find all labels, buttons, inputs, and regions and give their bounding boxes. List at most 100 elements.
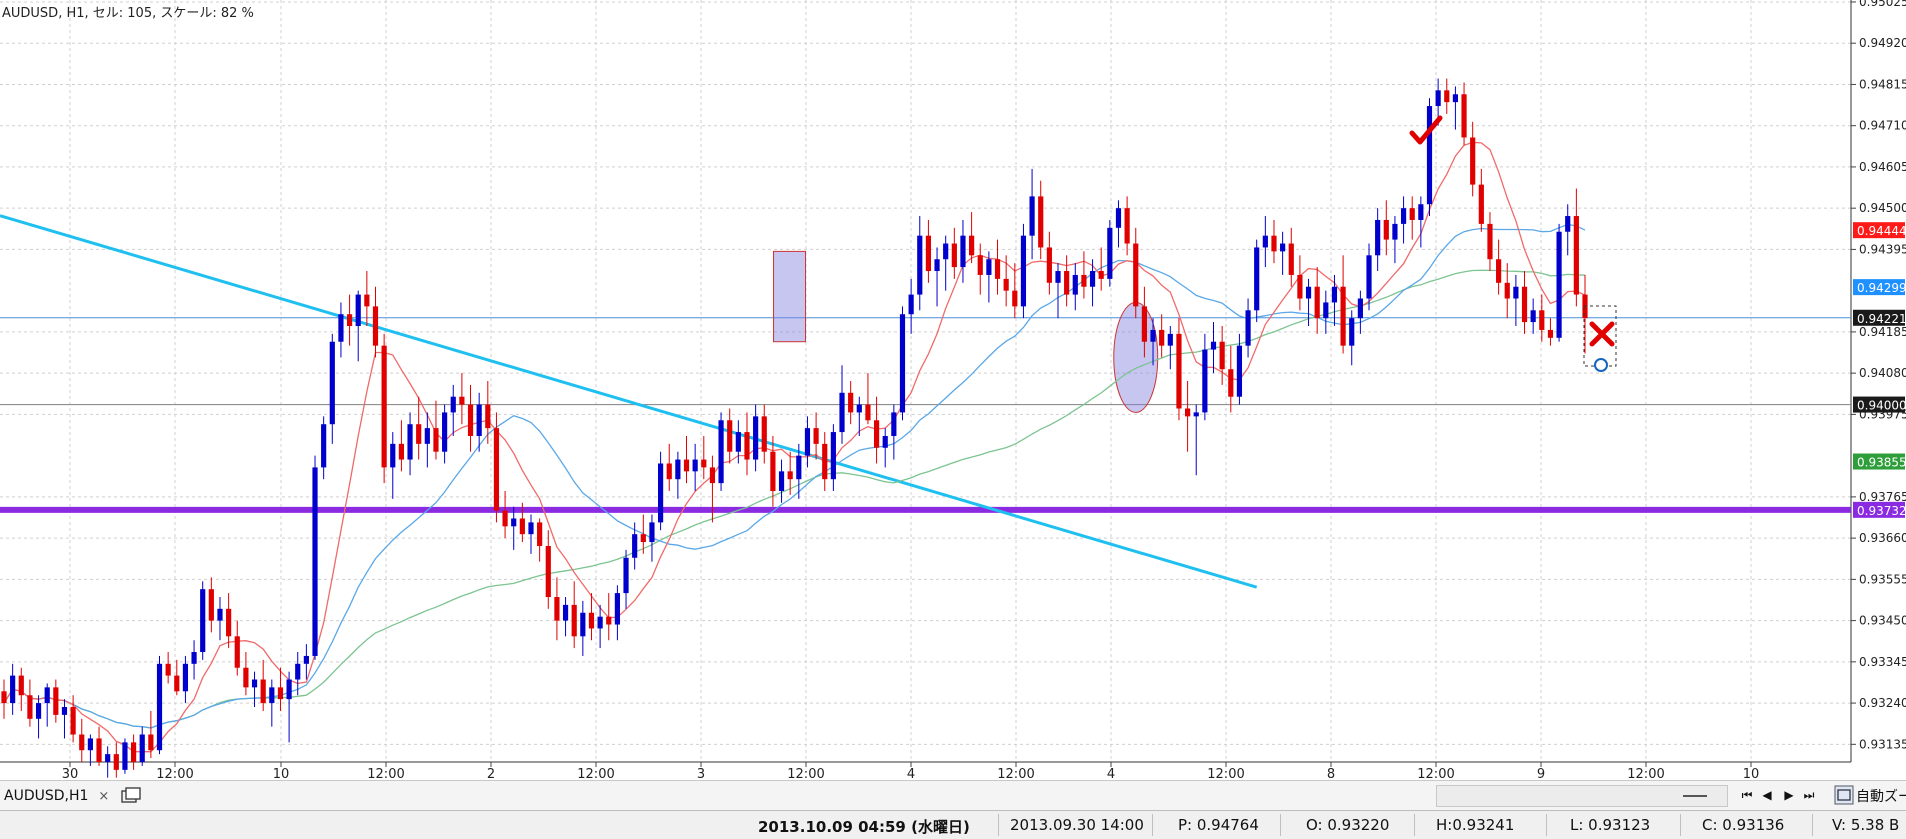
chart-area[interactable]: 0.95025 0.94920 0.94815 0.94710 0.94605 0.945… [0, 0, 1906, 780]
status-divider [1812, 814, 1813, 836]
candle-bear [174, 675, 180, 692]
candle-bull [1167, 333, 1173, 346]
candle-bull [753, 416, 759, 460]
candle-bear [1573, 216, 1579, 295]
price-tag [1853, 309, 1905, 326]
candle-bear [813, 428, 819, 444]
candle-bear [994, 259, 1001, 279]
candle-bull [1418, 204, 1424, 220]
next-page-icon[interactable]: ▶ [1784, 788, 1794, 802]
candle-bear [364, 294, 370, 307]
candle-bull [1435, 90, 1441, 107]
candle-bull [476, 404, 482, 436]
last-page-icon[interactable]: ⏭ [1803, 787, 1815, 802]
x-tick-label: 4 [907, 767, 915, 780]
cross-mark-icon [1589, 321, 1615, 347]
chart-tab[interactable]: AUDUSD,H1 × [0, 784, 113, 808]
trend-line [0, 214, 1258, 589]
candle-bear [1496, 259, 1502, 283]
candle-bear [1124, 208, 1130, 244]
candle-bear [1271, 235, 1277, 252]
candle-bull [934, 259, 940, 272]
candle-bear [709, 467, 716, 484]
price-chart[interactable]: 0.95025 0.94920 0.94815 0.94710 0.94605 0.945… [0, 0, 1906, 780]
window-restore-icon[interactable] [120, 786, 142, 804]
candle-bear [1470, 137, 1476, 185]
candle-bear [848, 392, 854, 413]
candle-bull [891, 412, 897, 436]
x-tick-label: 10 [273, 767, 290, 780]
candle-bull [1366, 255, 1372, 299]
candle-bull [796, 455, 802, 480]
candle-bull [943, 243, 949, 260]
candle-bull [139, 734, 145, 762]
candle-bull [856, 404, 862, 413]
candle-bear [977, 255, 983, 275]
x-tick-label: 2 [487, 767, 495, 780]
candle-bear [1098, 271, 1104, 279]
candle-bull [1280, 243, 1286, 252]
candle-bear [951, 243, 957, 268]
x-tick-label: 10 [1743, 767, 1760, 780]
status-volume: V: 5.38 B [1832, 816, 1900, 834]
candle-bull [156, 663, 163, 751]
candle-bear [1064, 271, 1070, 295]
candle-bear [1176, 333, 1182, 409]
status-close: C: 0.93136 [1702, 816, 1785, 834]
candle-bull [1055, 271, 1061, 283]
candle-bear [1504, 282, 1510, 299]
candle-bear [519, 518, 525, 535]
candle-bear [1133, 243, 1139, 307]
candle-bear [1046, 247, 1052, 283]
status-open: O: 0.93220 [1306, 816, 1390, 834]
circle-marker-icon [1594, 358, 1608, 372]
price-tag [1853, 396, 1905, 413]
symbol-info-label: AUDUSD, H1, セル: 105, スケール: 82 % [2, 6, 254, 21]
candle-bull [1530, 310, 1536, 323]
candle-bear [1184, 408, 1191, 417]
auto-zoom-icon[interactable] [1834, 785, 1854, 805]
status-divider [998, 814, 999, 836]
candle-bull [407, 424, 413, 460]
x-tick-label: 12:00 [997, 767, 1034, 780]
candle-bull [1331, 286, 1338, 303]
candle-bull [338, 314, 344, 342]
candle-bull [87, 738, 93, 751]
candle-bear [666, 463, 672, 480]
y-tick-label: 0.93450 [1859, 614, 1906, 628]
x-tick-label: 12:00 [156, 767, 193, 780]
candle-bear [683, 459, 690, 472]
status-bar: 2013.10.09 04:59 (水曜日) 2013.09.30 14:00 … [0, 810, 1906, 839]
candle-bull [1556, 231, 1562, 338]
y-tick-label: 0.94815 [1859, 77, 1906, 91]
auto-zoom-label[interactable]: 自動ズーム [1856, 789, 1906, 805]
highlight-ellipse [1113, 301, 1159, 413]
candle-bull [1392, 223, 1398, 240]
y-tick-label: 0.94605 [1859, 160, 1906, 174]
first-page-icon[interactable]: ⏮ [1741, 787, 1753, 802]
candle-bull [1349, 318, 1355, 346]
close-icon[interactable]: × [98, 788, 110, 804]
candle-bull [1210, 341, 1217, 350]
candle-bull [1115, 208, 1122, 228]
candle-bull [899, 314, 906, 413]
candle-bull [182, 663, 189, 692]
candle-bear [79, 734, 85, 751]
chart-tab-label[interactable]: AUDUSD,H1 [4, 788, 89, 804]
candle-bull [1020, 235, 1027, 307]
candle-bull [1375, 219, 1381, 256]
scrollbar-thumb[interactable] [1683, 795, 1707, 797]
y-tick-label: 0.94395 [1859, 242, 1906, 256]
candle-bull [295, 663, 301, 680]
y-tick-label: 0.93555 [1859, 572, 1906, 586]
status-divider [1680, 814, 1681, 836]
candle-bull [597, 616, 603, 629]
candle-bull [882, 435, 888, 448]
candle-bear [1288, 243, 1294, 275]
horizontal-scrollbar[interactable] [1436, 785, 1728, 807]
candle-bear [96, 738, 102, 762]
candle-bull [632, 534, 638, 558]
status-divider [1546, 814, 1547, 836]
candle-bull [286, 679, 292, 700]
prev-page-icon[interactable]: ◀ [1762, 788, 1772, 802]
